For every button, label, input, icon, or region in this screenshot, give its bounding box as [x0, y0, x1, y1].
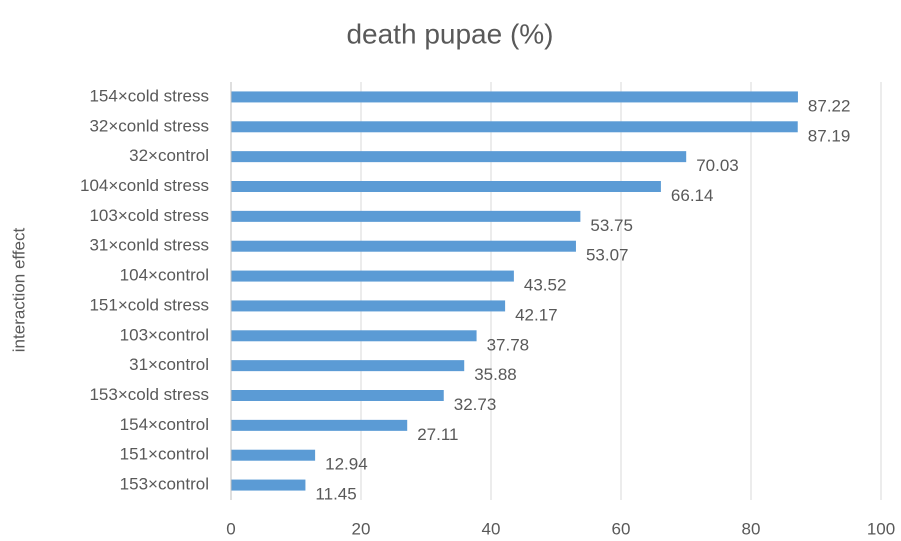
x-tick-label: 40: [482, 519, 501, 538]
x-tick-label: 0: [226, 519, 235, 538]
data-label: 42.17: [515, 305, 558, 324]
bar: [231, 360, 465, 372]
y-tick-label: 151×cold stress: [89, 295, 209, 314]
data-label: 53.75: [590, 216, 633, 235]
bar: [231, 479, 306, 491]
y-tick-label: 154×control: [120, 415, 209, 434]
data-label: 70.03: [696, 156, 739, 175]
bar: [231, 419, 408, 431]
x-tick-label: 80: [742, 519, 761, 538]
y-tick-label: 104×control: [120, 266, 209, 285]
data-label: 11.45: [315, 485, 356, 504]
y-tick-label: 154×cold stress: [89, 86, 209, 105]
bar: [231, 390, 444, 401]
chart-title: death pupae (%): [346, 18, 553, 49]
bar: [231, 270, 514, 282]
x-tick-label: 20: [352, 519, 371, 538]
y-axis-label: interaction effect: [9, 228, 28, 353]
bar: [231, 121, 798, 133]
y-tick-label: 31×control: [129, 355, 209, 374]
x-tick-label: 60: [612, 519, 631, 538]
data-label: 32.73: [454, 395, 497, 414]
data-label: 37.78: [487, 335, 530, 354]
y-tick-label: 103×cold stress: [89, 206, 209, 225]
bar: [231, 330, 477, 342]
data-label: 12.94: [325, 455, 368, 474]
y-tick-label: 31×conld stress: [89, 236, 209, 255]
y-tick-label: 32×conld stress: [89, 116, 209, 135]
data-label: 27.11: [417, 425, 458, 444]
bar: [231, 240, 576, 252]
y-tick-label: 32×control: [129, 146, 209, 165]
y-tick-label: 103×control: [120, 325, 209, 344]
y-tick-label: 104×conld stress: [80, 176, 209, 195]
bar: [231, 210, 581, 222]
bar: [231, 91, 798, 103]
y-tick-label: 151×control: [120, 445, 209, 464]
y-tick-label: 153×cold stress: [89, 385, 209, 404]
data-label: 87.19: [808, 126, 851, 145]
bar: [231, 181, 661, 192]
bar: [231, 151, 687, 163]
bar: [231, 300, 506, 312]
data-label: 87.22: [808, 96, 851, 115]
x-tick-label: 100: [867, 519, 895, 538]
data-label: 35.88: [474, 365, 517, 384]
data-label: 66.14: [671, 186, 714, 205]
bar: [231, 449, 316, 461]
data-label: 43.52: [524, 276, 567, 295]
data-label: 53.07: [586, 246, 629, 265]
y-tick-label: 153×control: [120, 475, 209, 494]
